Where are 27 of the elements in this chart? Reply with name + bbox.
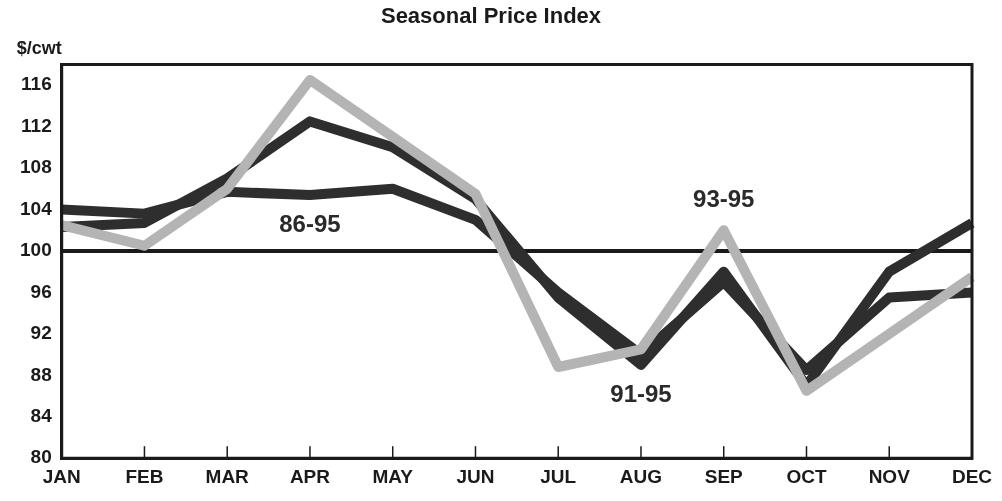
x-tick-label: APR: [289, 465, 331, 487]
x-tick-label: JUN: [456, 465, 495, 487]
x-tick-label: AUG: [619, 465, 663, 487]
y-tick-label: 116: [21, 73, 52, 95]
x-tick-label: NOV: [868, 465, 911, 487]
annotation: 91-95: [610, 379, 672, 407]
y-tick-label: 88: [30, 363, 52, 385]
chart-title: Seasonal Price Index: [380, 3, 602, 29]
y-tick-label: 100: [20, 239, 52, 261]
y-tick-label: 104: [20, 197, 53, 219]
x-tick-label: DEC: [951, 465, 993, 487]
annotation: 86-95: [279, 209, 341, 237]
x-tick-label: MAY: [372, 465, 414, 487]
y-tick-label: 84: [30, 404, 53, 426]
y-axis-title: $/cwt: [16, 38, 62, 59]
x-tick-label: FEB: [125, 465, 164, 487]
x-tick-label: SEP: [704, 465, 744, 487]
x-tick-label: OCT: [786, 465, 827, 487]
x-tick-label: JAN: [42, 465, 81, 487]
x-tick-label: MAR: [205, 465, 250, 487]
x-tick-label: JUL: [540, 465, 577, 487]
y-tick-label: 92: [30, 322, 52, 344]
y-tick-label: 108: [20, 156, 52, 178]
annotation: 93-95: [693, 184, 755, 212]
y-tick-label: 96: [30, 280, 52, 302]
y-tick-label: 80: [30, 446, 52, 468]
y-tick-label: 112: [21, 114, 52, 136]
